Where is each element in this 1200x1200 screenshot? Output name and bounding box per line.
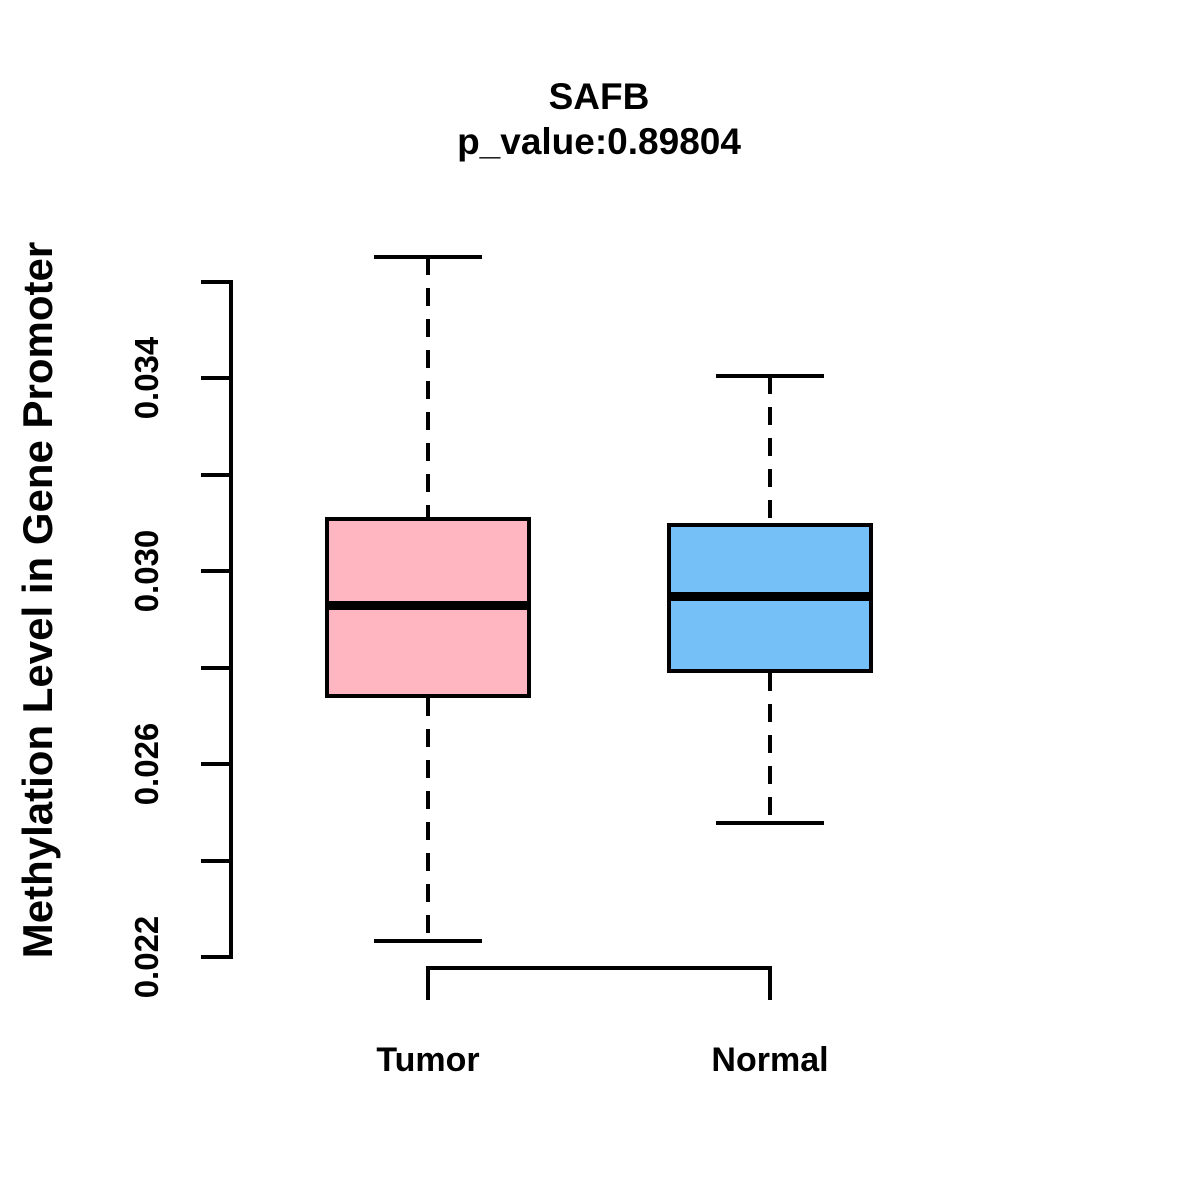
x-axis-line (426, 966, 772, 970)
lower-whisker-cap (716, 820, 824, 825)
y-axis-line (229, 280, 233, 959)
y-tick-label: 0.026 (128, 722, 165, 806)
upper-whisker-cap (374, 254, 482, 259)
upper-whisker-cap (716, 374, 824, 379)
y-axis-tick (201, 665, 231, 670)
x-axis-tick-tumor (426, 966, 430, 1000)
y-axis-tick (201, 280, 231, 284)
lower-whisker-line (426, 698, 430, 942)
y-axis-tick (201, 472, 231, 477)
upper-whisker-line (768, 376, 772, 524)
y-axis-tick (201, 569, 231, 574)
median-line (671, 592, 869, 602)
chart-subtitle-pvalue: p_value:0.89804 (457, 121, 741, 162)
median-line (329, 600, 527, 610)
y-axis-tick (201, 955, 231, 959)
chart-title: SAFB (548, 76, 650, 117)
upper-whisker-line (426, 256, 430, 518)
x-category-label-tumor: Tumor (376, 1041, 480, 1079)
y-axis-tick (201, 376, 231, 381)
y-tick-label: 0.030 (128, 529, 165, 613)
y-axis-tick (201, 762, 231, 767)
x-category-label-normal: Normal (711, 1041, 829, 1079)
x-axis-tick-normal (768, 966, 772, 1000)
y-tick-label: 0.022 (128, 915, 165, 999)
y-axis-tick (201, 858, 231, 863)
lower-whisker-line (768, 673, 772, 823)
y-tick-label: 0.034 (128, 337, 165, 420)
lower-whisker-cap (374, 939, 482, 944)
